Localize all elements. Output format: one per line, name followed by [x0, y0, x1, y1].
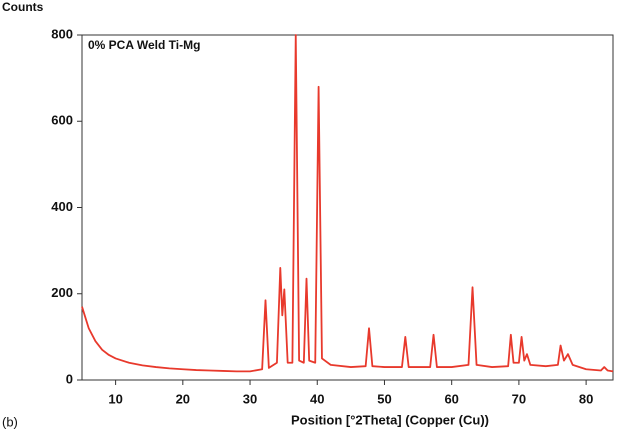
data-line: [81, 34, 614, 373]
panel-label: (b): [2, 414, 18, 429]
x-tick-label: 40: [310, 391, 324, 406]
y-tick-label: 800: [51, 26, 73, 41]
x-axis-label: Position [°2Theta] (Copper (Cu)): [291, 412, 489, 427]
x-tick-label: 50: [377, 391, 391, 406]
x-tick-label: 30: [243, 391, 257, 406]
y-axis-label: Counts: [2, 0, 44, 14]
y-tick-label: 400: [51, 199, 73, 214]
chart-title: 0% PCA Weld Ti-Mg: [88, 38, 200, 52]
y-tick-label: 600: [51, 113, 73, 128]
y-tick-label: 0: [66, 371, 73, 386]
x-tick-label: 60: [444, 391, 458, 406]
plot-frame: [81, 34, 614, 381]
x-tick-label: 70: [512, 391, 526, 406]
y-tick-label: 200: [51, 285, 73, 300]
x-tick-label: 10: [108, 391, 122, 406]
x-tick-label: 20: [176, 391, 190, 406]
x-tick-label: 80: [579, 391, 593, 406]
